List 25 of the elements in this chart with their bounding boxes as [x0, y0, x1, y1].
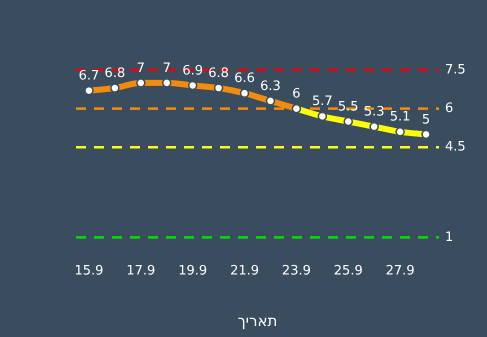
data-label: 5.3	[364, 104, 385, 120]
data-label: 6.6	[234, 71, 255, 86]
data-label: 6.7	[78, 68, 100, 84]
data-label: 6.3	[260, 78, 281, 94]
ref-line-label: 6	[445, 101, 454, 116]
ref-line-label: 7.5	[445, 62, 466, 78]
x-tick-label: 27.9	[386, 264, 415, 279]
data-label: 5.5	[338, 99, 359, 114]
data-label: 5.1	[390, 110, 410, 125]
x-tick-label: 23.9	[282, 264, 311, 279]
x-tick-label: 25.9	[334, 264, 363, 279]
x-tick-label: 15.9	[74, 264, 104, 279]
data-label: 6.9	[182, 63, 204, 78]
ref-line-label: 1	[445, 230, 454, 245]
data-label: 7	[136, 60, 145, 76]
x-tick-label: 19.9	[178, 264, 208, 279]
data-label: 6	[292, 86, 301, 102]
data-label: 6.8	[104, 66, 126, 81]
data-label: 5	[422, 112, 430, 128]
x-tick-label: 17.9	[126, 264, 156, 279]
x-tick-label: 21.9	[230, 264, 260, 279]
x-axis-title: תאריך	[238, 312, 278, 330]
data-label: 5.7	[312, 94, 333, 110]
data-label: 6.8	[208, 66, 229, 81]
ref-line-label: 4.5	[445, 140, 466, 155]
